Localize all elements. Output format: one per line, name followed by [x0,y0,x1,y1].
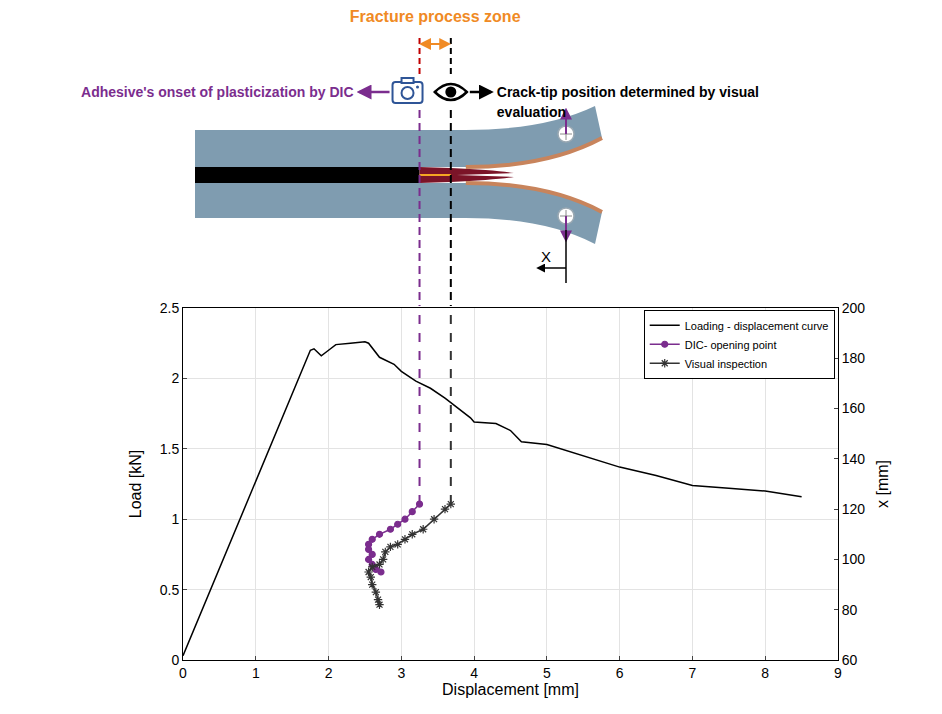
svg-text:2: 2 [325,665,333,681]
svg-text:2: 2 [171,370,179,386]
svg-text:1: 1 [171,511,179,527]
svg-text:Fracture process zone: Fracture process zone [350,8,521,25]
svg-text:9: 9 [834,665,842,681]
svg-text:200: 200 [842,300,866,316]
svg-text:Visual inspection: Visual inspection [685,358,767,370]
svg-text:4: 4 [470,665,478,681]
svg-text:1.5: 1.5 [160,441,180,457]
svg-text:140: 140 [842,451,866,467]
svg-text:80: 80 [842,602,858,618]
svg-text:0: 0 [171,652,179,668]
svg-text:1: 1 [252,665,260,681]
svg-text:3: 3 [397,665,405,681]
svg-text:60: 60 [842,652,858,668]
svg-text:6: 6 [616,665,624,681]
svg-text:x [mm]: x [mm] [874,460,891,508]
svg-text:Loading - displacement curve: Loading - displacement curve [685,320,829,332]
svg-text:Displacement [mm]: Displacement [mm] [442,681,579,698]
svg-text:0: 0 [179,665,187,681]
svg-text:Adhesive's onset of plasticiza: Adhesive's onset of plasticization by DI… [81,84,354,100]
svg-text:0.5: 0.5 [160,582,180,598]
svg-text:DIC- opening point: DIC- opening point [685,339,777,351]
svg-text:5: 5 [543,665,551,681]
svg-text:X: X [541,248,551,265]
svg-text:Load [kN]: Load [kN] [127,450,144,518]
svg-text:Crack-tip position determined: Crack-tip position determined by visual [497,84,759,100]
svg-text:8: 8 [761,665,769,681]
svg-text:2.5: 2.5 [160,300,180,316]
svg-text:evaluation: evaluation [497,104,566,120]
svg-text:120: 120 [842,501,866,517]
svg-text:100: 100 [842,551,866,567]
svg-text:160: 160 [842,400,866,416]
svg-text:180: 180 [842,350,866,366]
svg-text:7: 7 [689,665,697,681]
